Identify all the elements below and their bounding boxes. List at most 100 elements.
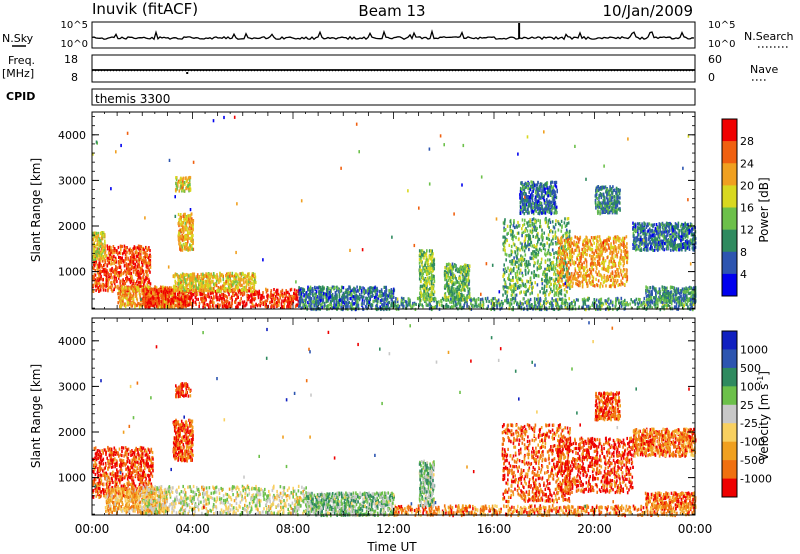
range-gate-cell xyxy=(106,264,109,268)
range-gate-cell xyxy=(459,276,462,280)
range-gate-cell xyxy=(139,256,142,260)
range-gate-cell xyxy=(124,269,126,273)
range-gate-cell xyxy=(243,300,246,304)
range-gate-cell xyxy=(227,282,230,286)
range-gate-cell xyxy=(98,278,101,282)
range-gate-cell xyxy=(453,282,456,286)
range-gate-cell xyxy=(240,272,243,276)
range-gate-cell xyxy=(364,304,367,309)
range-gate-cell xyxy=(190,287,193,292)
range-gate-cell xyxy=(450,269,453,273)
range-gate-cell xyxy=(118,255,120,259)
range-gate-cell xyxy=(244,288,246,292)
range-gate-cell xyxy=(283,298,285,303)
range-gate-cell xyxy=(138,305,141,309)
range-gate-cell xyxy=(172,300,175,304)
range-gate-cell xyxy=(245,285,247,289)
range-gate-cell xyxy=(273,305,275,309)
range-gate-cell xyxy=(535,248,537,252)
range-gate-cell xyxy=(177,212,180,217)
range-gate-cell xyxy=(377,299,379,303)
range-gate-cell xyxy=(117,301,119,305)
range-gate-cell xyxy=(190,228,192,232)
range-gate-cell xyxy=(229,276,231,280)
range-gate-cell xyxy=(419,265,421,269)
range-gate-cell xyxy=(384,290,386,294)
range-gate-cell xyxy=(313,300,315,304)
range-gate-cell xyxy=(432,274,435,278)
range-gate-cell xyxy=(141,280,144,284)
range-gate-cell xyxy=(185,223,188,227)
range-gate-cell xyxy=(418,277,421,281)
range-gate-cell xyxy=(468,282,470,286)
range-gate-cell xyxy=(113,250,115,254)
range-gate-cell xyxy=(126,246,128,250)
range-gate-cell xyxy=(121,284,124,288)
range-gate-cell xyxy=(148,299,150,303)
range-gate-cell xyxy=(611,303,614,307)
range-gate-cell xyxy=(181,286,183,290)
range-gate-cell xyxy=(405,300,408,304)
range-gate-cell xyxy=(189,188,192,192)
range-gate-cell xyxy=(124,259,126,263)
range-gate-cell xyxy=(451,297,454,301)
range-gate-cell xyxy=(250,305,252,309)
range-gate-cell xyxy=(391,299,393,303)
range-gate-cell xyxy=(222,293,225,297)
noise-trace xyxy=(91,23,695,41)
range-gate-cell xyxy=(104,244,106,248)
range-gate-cell xyxy=(221,286,223,290)
range-gate-cell xyxy=(222,296,225,300)
range-gate-cell xyxy=(92,289,94,293)
range-gate-cell xyxy=(454,296,456,300)
range-gate-cell xyxy=(178,242,180,246)
range-gate-cell xyxy=(245,301,248,305)
range-gate-cell xyxy=(119,251,122,255)
range-gate-cell xyxy=(431,263,433,268)
range-gate-cell xyxy=(183,212,185,217)
range-gate-cell xyxy=(182,278,184,282)
range-gate-cell xyxy=(248,286,250,291)
range-gate-cell xyxy=(179,234,182,238)
range-gate-cell xyxy=(149,261,152,265)
range-gate-cell xyxy=(457,302,459,306)
range-gate-cell xyxy=(338,287,340,291)
range-gate-cell xyxy=(247,277,250,281)
range-gate-cell xyxy=(263,301,266,305)
range-gate-cell xyxy=(538,305,541,309)
range-gate-cell xyxy=(519,248,521,252)
range-gate-cell xyxy=(250,281,252,285)
range-gate-cell xyxy=(113,275,115,279)
range-gate-cell xyxy=(123,271,125,275)
range-gate-cell xyxy=(368,300,370,304)
range-gate-cell xyxy=(265,287,267,291)
range-gate-cell xyxy=(394,300,397,304)
range-gate-cell xyxy=(577,298,579,302)
range-gate-cell xyxy=(145,269,148,274)
range-gate-cell xyxy=(347,301,349,305)
range-gate-cell xyxy=(182,299,185,303)
range-gate-cell xyxy=(375,299,377,303)
range-gate-cell xyxy=(153,301,156,305)
range-gate-cell xyxy=(377,296,380,300)
range-gate-cell xyxy=(123,264,126,268)
range-gate-cell xyxy=(245,303,247,307)
range-gate-cell xyxy=(133,255,135,259)
range-gate-cell xyxy=(196,273,199,277)
range-gate-cell xyxy=(121,299,123,303)
range-gate-cell xyxy=(123,281,126,285)
range-gate-cell xyxy=(99,272,102,276)
range-gate-cell xyxy=(250,300,252,304)
range-gate-cell xyxy=(275,301,278,305)
range-gate-cell xyxy=(449,263,452,267)
range-gate-cell xyxy=(156,292,159,296)
range-gate-cell xyxy=(103,263,105,268)
range-gate-cell xyxy=(446,267,449,271)
range-gate-cell xyxy=(426,295,428,299)
range-gate-cell xyxy=(352,306,354,310)
range-gate-cell xyxy=(288,297,290,301)
range-gate-cell xyxy=(298,297,301,301)
range-gate-cell xyxy=(477,297,480,302)
range-gate-cell xyxy=(466,304,468,308)
range-gate-cell xyxy=(178,298,180,302)
